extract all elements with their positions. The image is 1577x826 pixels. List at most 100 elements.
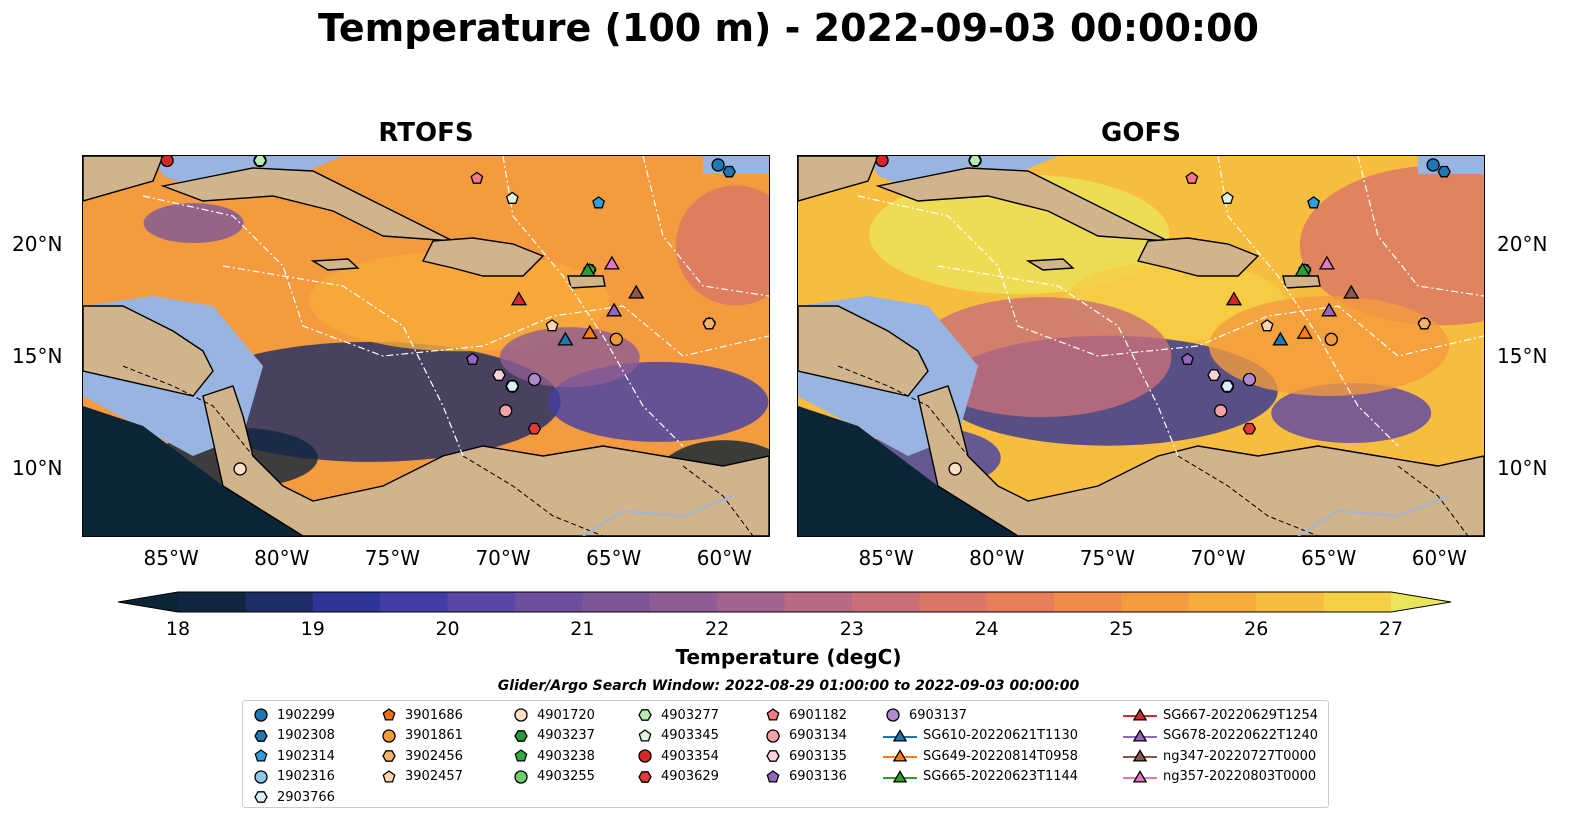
legend-item: ng357-20220803T0000 bbox=[1123, 767, 1316, 787]
legend-label: 1902308 bbox=[277, 728, 335, 743]
country-border bbox=[682, 465, 754, 536]
eez-boundary bbox=[1357, 156, 1484, 297]
marker-3902457 bbox=[545, 319, 559, 332]
eez-boundary bbox=[857, 195, 1484, 357]
colorbar-tick-label: 20 bbox=[435, 618, 460, 640]
temperature-field bbox=[499, 327, 640, 388]
temperature-field bbox=[911, 297, 1172, 418]
marker-6903134 bbox=[1214, 404, 1228, 418]
legend-item: SG667-20220629T1254 bbox=[1123, 705, 1318, 725]
marker-6903136 bbox=[466, 352, 479, 365]
legend-label: 3902457 bbox=[405, 769, 463, 784]
platform-legend: 1902299 1902308 1902314 1902316 2903766 39016… bbox=[242, 700, 1329, 808]
rtofs-map bbox=[82, 155, 770, 537]
legend-label: 4903255 bbox=[537, 769, 595, 784]
legend-label: 4903277 bbox=[661, 707, 719, 723]
legend-marker bbox=[1132, 728, 1148, 742]
marker-4901720 bbox=[948, 462, 962, 476]
legend-marker bbox=[382, 769, 396, 783]
colorbar-extend-high bbox=[1391, 592, 1451, 612]
marker-SG610-20220621T1130 bbox=[557, 331, 574, 346]
marker-SG649-20220814T0958 bbox=[581, 324, 598, 339]
colorbar-tick-label: 27 bbox=[1378, 618, 1404, 640]
legend-label: ng357-20220803T0000 bbox=[1163, 769, 1317, 784]
colorbar-tick-label: 19 bbox=[300, 618, 325, 640]
legend-item: 6903137 bbox=[883, 705, 967, 725]
country-border bbox=[837, 365, 969, 457]
legend-marker bbox=[1132, 769, 1148, 783]
legend-marker bbox=[886, 708, 900, 722]
lon-tick-label: 65°W bbox=[586, 546, 642, 570]
marker-1902314 bbox=[1307, 196, 1321, 209]
legend-marker bbox=[514, 749, 528, 762]
marker-1902314 bbox=[592, 196, 606, 209]
marker-4903629 bbox=[1242, 422, 1257, 435]
legend-label: 3901861 bbox=[405, 728, 463, 743]
temperature-field bbox=[1299, 165, 1484, 326]
colorbar-tick-label: 21 bbox=[570, 618, 595, 640]
lat-tick-label: 20°N bbox=[1497, 232, 1548, 257]
colorbar-segment bbox=[784, 592, 853, 612]
land-puerto-rico bbox=[1282, 275, 1321, 289]
legend-item: 4903345 bbox=[635, 726, 719, 746]
legend-marker bbox=[766, 708, 780, 721]
legend-item: 4901720 bbox=[511, 705, 595, 725]
marker-6903137 bbox=[1242, 372, 1257, 387]
legend-item: 6903134 bbox=[763, 726, 847, 746]
colorbar-tick-label: 18 bbox=[165, 618, 191, 640]
land-hispaniola bbox=[421, 237, 545, 277]
land-hispaniola bbox=[1136, 237, 1260, 277]
legend-label: SG678-20220622T1240 bbox=[1163, 728, 1319, 743]
lon-tick-label: 85°W bbox=[858, 546, 914, 570]
legend-marker bbox=[382, 750, 396, 762]
land-cuba bbox=[160, 167, 454, 242]
marker-1902299 bbox=[711, 158, 725, 172]
temperature-field bbox=[675, 185, 769, 306]
marker-SG610-20220621T1130 bbox=[1272, 331, 1289, 346]
legend-label: 3902456 bbox=[405, 748, 463, 764]
colorbar-segment bbox=[986, 592, 1055, 612]
lat-tick-label: 10°N bbox=[1497, 455, 1548, 480]
colorbar-segment bbox=[1121, 592, 1190, 612]
legend-label: 4903238 bbox=[537, 748, 595, 764]
platform-markers bbox=[875, 156, 1451, 476]
legend-marker bbox=[1132, 708, 1148, 721]
marker-ng357-20220803T0000 bbox=[1318, 255, 1335, 270]
eez-boundary bbox=[222, 265, 464, 457]
marker-1902308 bbox=[1437, 165, 1451, 178]
marker-SG678-20220622T1240 bbox=[606, 302, 623, 317]
colorbar-segment bbox=[919, 592, 988, 612]
colorbar bbox=[117, 590, 1452, 614]
land-florida bbox=[798, 156, 879, 202]
marker-6903136 bbox=[1181, 352, 1194, 365]
colorbar-segment bbox=[1188, 592, 1257, 612]
legend-item: 4903238 bbox=[511, 746, 595, 766]
lon-tick-label: 75°W bbox=[364, 546, 421, 570]
land-cuba bbox=[875, 167, 1169, 242]
colorbar-segment bbox=[380, 592, 449, 612]
colorbar-segment bbox=[582, 592, 651, 612]
lat-tick-label: 20°N bbox=[12, 232, 63, 257]
lon-tick-label: 80°W bbox=[254, 546, 310, 570]
lon-tick-label: 60°W bbox=[696, 546, 752, 570]
land-south-america bbox=[202, 385, 769, 536]
marker-6901182 bbox=[470, 171, 484, 184]
marker-6901182 bbox=[1185, 171, 1199, 184]
marker-6903137 bbox=[527, 372, 542, 387]
legend-label: 6903137 bbox=[909, 707, 967, 723]
lon-tick-label: 85°W bbox=[143, 546, 199, 570]
marker-4903277 bbox=[253, 156, 267, 167]
colorbar-segment bbox=[649, 592, 718, 612]
legend-item: SG610-20220621T1130 bbox=[883, 726, 1078, 746]
legend-marker bbox=[254, 708, 268, 722]
colorbar-tick-label: 24 bbox=[974, 618, 999, 640]
legend-item: 6901182 bbox=[763, 705, 847, 725]
marker-SG665-20220623T1144 bbox=[579, 262, 596, 277]
legend-item: 4903237 bbox=[511, 726, 595, 746]
panel-title-gofs: GOFS bbox=[1101, 118, 1181, 148]
lon-tick-label: 80°W bbox=[969, 546, 1025, 570]
legend-item: SG665-20220623T1144 bbox=[883, 767, 1078, 787]
temperature-field bbox=[1271, 383, 1432, 444]
land-yucatan bbox=[798, 305, 929, 397]
marker-3901861 bbox=[609, 332, 623, 346]
